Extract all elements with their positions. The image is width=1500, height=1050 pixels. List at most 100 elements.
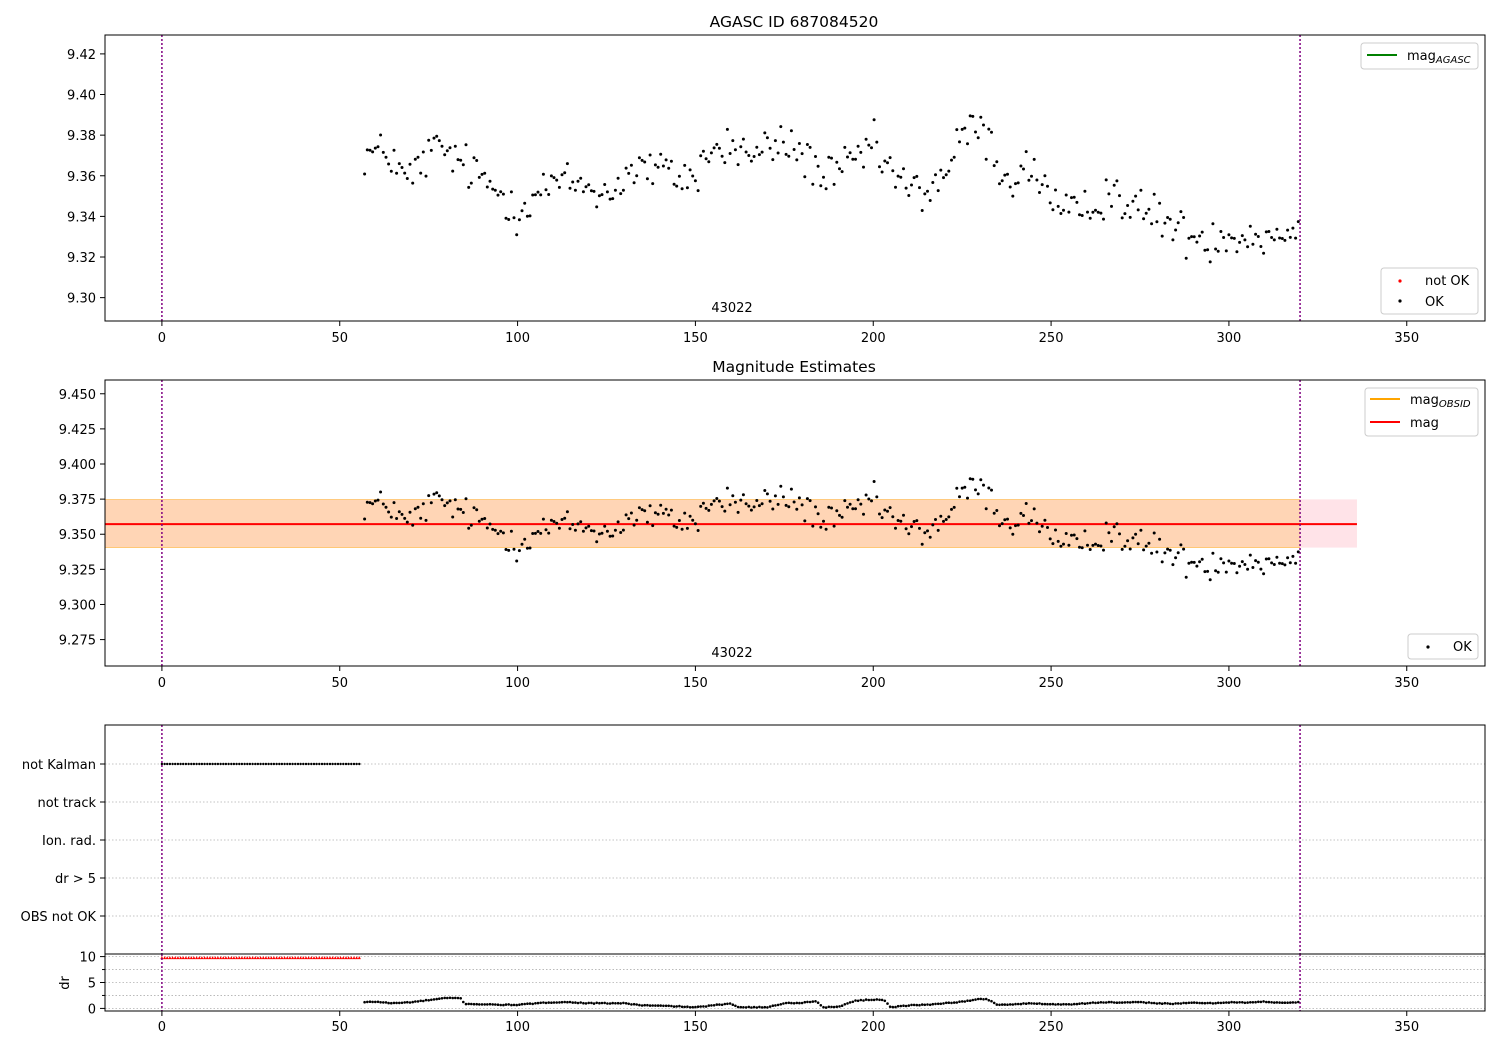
not-kalman-point: [331, 762, 334, 766]
ok-point: [515, 233, 519, 237]
ok-point: [797, 142, 801, 145]
ok-point: [477, 519, 481, 523]
ok-point: [443, 504, 447, 508]
not-kalman-point: [350, 762, 353, 766]
dr-point: [1003, 1003, 1007, 1006]
not-kalman-point: [259, 762, 262, 766]
ok-point: [725, 127, 729, 131]
ok-point: [894, 185, 897, 189]
dr-point: [600, 1001, 604, 1005]
dr-clipped-marker: [243, 956, 247, 960]
ok-point: [1227, 559, 1231, 563]
ok-point: [1048, 537, 1052, 541]
x-tick-label: 200: [861, 1020, 886, 1035]
dr-point: [718, 1003, 721, 1006]
flags-points: [160, 762, 361, 766]
ok-point: [1176, 221, 1180, 225]
ok-point: [515, 559, 519, 563]
dr-point: [1056, 1002, 1060, 1006]
ok-point: [627, 517, 631, 521]
dr-point: [619, 1002, 622, 1005]
ok-point: [635, 518, 639, 522]
dr-point: [915, 1003, 919, 1007]
ok-point: [1088, 548, 1092, 551]
not-kalman-point: [211, 762, 214, 766]
not-kalman-point: [195, 762, 198, 766]
dr-point: [616, 1001, 620, 1005]
ok-point: [397, 510, 401, 514]
dr-point: [995, 1003, 999, 1006]
ok-point: [1192, 235, 1196, 239]
dr-point: [414, 1000, 417, 1003]
dr-point: [1104, 1001, 1108, 1004]
dr-point: [587, 1001, 590, 1005]
ok-point: [379, 490, 383, 494]
ok-point: [461, 163, 465, 167]
not-kalman-point: [323, 762, 326, 766]
ok-point: [552, 520, 556, 523]
ok-point: [624, 166, 628, 170]
dr-point: [1214, 1001, 1217, 1005]
ok-point: [368, 501, 372, 505]
ok-point: [899, 175, 903, 179]
ok-point: [840, 170, 844, 174]
ok-point: [405, 520, 409, 524]
panel-magnitude-estimates: Magnitude Estimates 43022 9.275 9.300 9.32…: [59, 358, 1486, 691]
flag-label-not-kalman: not Kalman: [22, 758, 96, 773]
ok-point: [661, 511, 665, 515]
dr-point: [752, 1005, 756, 1009]
ok-point: [824, 527, 828, 531]
ok-point: [1123, 544, 1127, 548]
dr-point: [662, 1004, 665, 1008]
dr-point: [803, 1000, 807, 1004]
ok-point: [800, 152, 804, 156]
ok-point: [827, 505, 831, 509]
dr-point: [1281, 1001, 1284, 1004]
ok-point: [429, 148, 433, 152]
ok-point: [1246, 245, 1250, 249]
ok-point: [704, 506, 708, 510]
dr-point: [990, 999, 993, 1003]
dr-point: [454, 996, 457, 1000]
ok-point: [605, 190, 609, 194]
ok-point: [1208, 260, 1212, 264]
chart-title-agasc: AGASC ID 687084520: [710, 13, 879, 31]
flags-gridlines: [105, 763, 1485, 917]
ok-point: [728, 152, 732, 155]
ok-point: [757, 153, 761, 157]
dr-clipped-marker: [219, 956, 223, 960]
ok-point: [688, 168, 692, 172]
dr-point: [843, 1003, 847, 1006]
ok-point: [1035, 178, 1039, 182]
not-kalman-point: [174, 762, 177, 766]
ok-point: [1262, 251, 1266, 255]
dr-point: [854, 999, 857, 1002]
not-kalman-point: [224, 762, 228, 766]
ok-point: [1139, 528, 1143, 532]
ok-point: [896, 519, 900, 522]
ok-point: [1222, 236, 1226, 239]
not-kalman-point: [184, 762, 188, 766]
dr-point: [792, 1002, 796, 1005]
dr-point: [488, 1002, 492, 1006]
ok-point: [384, 505, 388, 509]
x-tick-label: 0: [158, 331, 166, 346]
dr-point: [1152, 1001, 1156, 1005]
ok-point: [1030, 519, 1033, 523]
ok-point: [363, 517, 367, 521]
ok-point: [950, 507, 953, 511]
ok-point: [760, 502, 764, 506]
ok-point: [451, 515, 455, 519]
not-kalman-point: [299, 762, 302, 766]
ok-point: [902, 167, 905, 171]
ok-point: [619, 192, 623, 196]
ok-point: [696, 189, 700, 193]
ok-point: [1272, 563, 1276, 566]
ok-point: [707, 160, 711, 164]
dr-clipped-marker: [187, 956, 191, 960]
ok-point: [1102, 217, 1105, 221]
not-kalman-point: [291, 762, 294, 766]
ok-point: [477, 175, 481, 179]
ok-point: [974, 130, 977, 134]
ok-point: [379, 133, 383, 137]
